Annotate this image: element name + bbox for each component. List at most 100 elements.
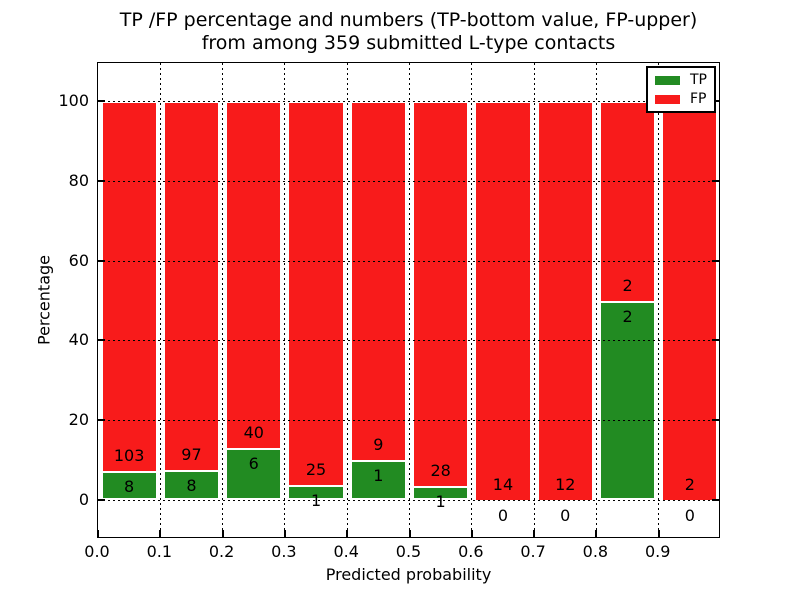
bar-fp-count-label: 28	[430, 461, 451, 481]
bar-fp-segment	[412, 101, 470, 487]
legend-tp-swatch	[655, 75, 680, 85]
chart-title-line2: from among 359 submitted L-type contacts	[201, 32, 616, 54]
bar-tp-count-label: 8	[186, 475, 197, 495]
y-tick-label: 20	[68, 410, 89, 430]
y-tick-mark	[712, 179, 719, 182]
x-tick-label: 0.9	[644, 542, 671, 561]
legend-tp-label: TP	[690, 71, 707, 88]
x-tick-label: 0.0	[84, 542, 110, 561]
x-tick-label: 0.1	[146, 542, 173, 561]
bar-tp-count-label: 0	[497, 506, 509, 525]
gridline-vertical	[409, 63, 410, 537]
x-tick-label: 0.6	[458, 542, 484, 561]
gridline-vertical	[222, 63, 224, 537]
bar-tp-count-label: 0	[684, 506, 695, 525]
gridline-vertical	[658, 63, 660, 537]
bar-fp-segment	[536, 101, 594, 500]
bar-tp-count-label: 1	[373, 466, 384, 486]
y-tick-mark	[98, 179, 105, 182]
bar-tp-segment	[100, 471, 158, 500]
gridline-horizontal	[98, 180, 719, 182]
y-tick-mark	[712, 339, 719, 342]
legend-row-tp: TP	[655, 71, 714, 88]
plot-area: 103 8 97 8 40 6 25 1 9 1 28 1 14 0 12 0 2 2 2 0	[97, 62, 720, 538]
x-tick-mark	[595, 530, 598, 537]
x-tick-mark	[221, 530, 224, 537]
legend-fp-swatch	[655, 94, 680, 104]
y-tick-mark	[98, 339, 105, 342]
gridline-horizontal	[98, 101, 719, 102]
bar-tp-segment	[287, 484, 345, 500]
bar-fp-segment	[474, 101, 532, 500]
gridline-horizontal	[98, 340, 719, 342]
x-tick-mark	[470, 530, 473, 537]
x-tick-mark	[533, 530, 536, 537]
bar-tp-count-label: 8	[124, 477, 135, 497]
y-tick-label: 40	[68, 330, 89, 350]
bar-tp-segment	[598, 300, 657, 500]
x-tick-label: 0.5	[395, 542, 422, 561]
bar-tp-segment	[412, 486, 470, 500]
gridline-vertical	[471, 63, 473, 537]
bar-tp-count-label: 2	[622, 306, 633, 326]
bar-fp-count-label: 25	[305, 459, 327, 479]
bar-tp-count-label: 6	[248, 453, 259, 473]
grid-layer	[98, 63, 719, 537]
ticks-layer	[98, 63, 719, 537]
bar-fp-segment	[162, 101, 221, 470]
y-tick-label: 100	[58, 91, 89, 110]
y-tick-mark	[98, 499, 105, 501]
bar-tp-count-label: 1	[435, 492, 446, 512]
bar-fp-count-label: 14	[492, 475, 514, 494]
gridline-horizontal	[98, 500, 719, 501]
y-tick-mark	[98, 259, 105, 262]
x-axis-label: Predicted probability	[325, 565, 492, 584]
gridline-horizontal	[98, 420, 719, 422]
bar-tp-count-label: 1	[310, 490, 322, 510]
y-tick-mark	[712, 419, 719, 422]
gridline-horizontal	[98, 260, 719, 262]
y-tick-label: 60	[68, 250, 89, 270]
bar-tp-segment	[349, 460, 407, 500]
bar-fp-segment	[100, 101, 158, 472]
y-tick-label: 0	[78, 490, 89, 509]
y-tick-mark	[98, 419, 105, 422]
bar-fp-count-label: 9	[373, 435, 384, 455]
bar-fp-count-label: 12	[555, 475, 576, 494]
y-tick-mark	[712, 499, 719, 501]
x-tick-mark	[346, 530, 349, 537]
bar-tp-segment	[162, 469, 221, 500]
bar-fp-count-label: 97	[181, 444, 202, 464]
bar-tp-count-label: 0	[560, 506, 571, 525]
x-tick-mark	[283, 530, 286, 537]
bars-layer	[98, 63, 719, 537]
bar-fp-count-label: 40	[243, 422, 264, 442]
x-tick-label: 0.3	[271, 542, 297, 561]
gridline-vertical	[159, 63, 161, 537]
x-tick-mark	[98, 530, 99, 537]
y-tick-mark	[712, 259, 719, 262]
y-tick-label: 80	[68, 170, 89, 190]
bar-fp-segment	[598, 101, 657, 301]
gridline-vertical	[284, 63, 286, 537]
legend-row-fp: FP	[655, 90, 714, 107]
gridline-vertical	[533, 63, 535, 537]
legend-fp-label: FP	[690, 90, 707, 107]
x-tick-label: 0.7	[520, 542, 546, 561]
gridline-vertical	[346, 63, 348, 537]
legend: TP FP	[646, 66, 716, 113]
bar-fp-count-label: 103	[113, 446, 145, 466]
x-tick-mark	[657, 530, 660, 537]
x-tick-mark	[159, 530, 162, 537]
bar-fp-count-label: 2	[684, 475, 695, 494]
gridline-vertical	[595, 63, 597, 537]
bar-tp-segment	[225, 447, 283, 500]
chart-title-line1: TP /FP percentage and numbers (TP-bottom…	[119, 9, 698, 31]
bar-fp-segment	[661, 101, 719, 500]
bar-fp-segment	[225, 101, 283, 448]
bar-count-labels-layer: 103 8 97 8 40 6 25 1 9 1 28 1 14 0 12 0 2 2 2 0	[98, 63, 719, 537]
bar-fp-segment	[349, 101, 407, 461]
chart-title: TP /FP percentage and numbers (TP-bottom…	[97, 9, 720, 55]
x-tick-label: 0.8	[582, 542, 609, 561]
